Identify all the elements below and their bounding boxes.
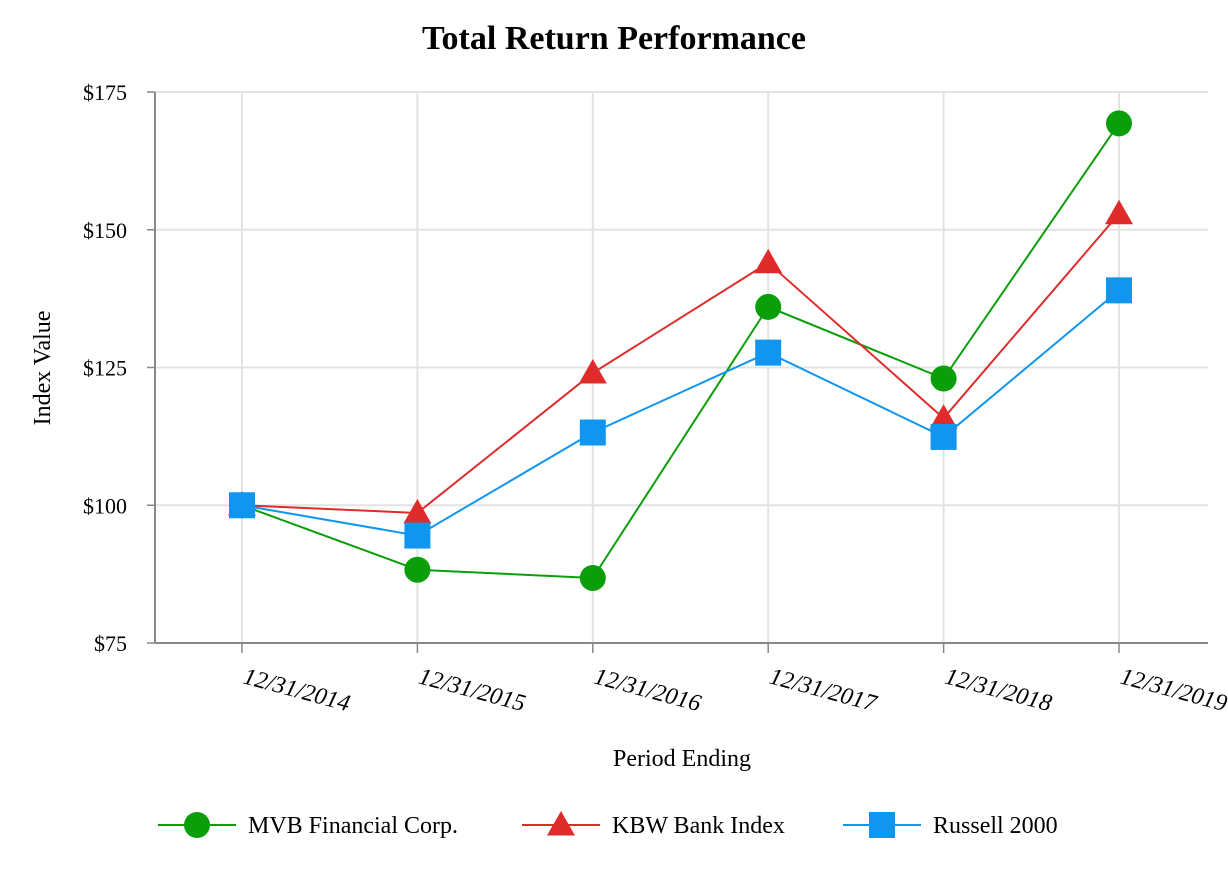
x-tick-label: 12/31/2017 [767,664,880,718]
x-tick-label: 12/31/2018 [942,664,1054,717]
data-point [930,365,957,392]
series-markers-triangle [228,199,1133,524]
gridlines [155,91,1208,643]
data-point [403,498,432,524]
data-point [404,522,431,549]
data-point [755,339,782,366]
legend-item: Russell 2000 [843,812,1058,839]
series-circle [241,122,1120,580]
series-markers-square [229,277,1132,549]
series-triangle [241,213,1120,514]
y-tick-label: $175 [83,80,127,105]
x-tick-label: 12/31/2019 [1117,664,1228,717]
data-point [930,423,957,450]
data-point [1106,277,1132,304]
legend-label: KBW Bank Index [612,813,785,839]
series-line [241,122,1120,580]
x-tick-label: 12/31/2014 [240,664,352,717]
y-tick-label: $125 [83,356,127,381]
x-tick-label: 12/31/2015 [416,664,528,717]
x-axis-ticks: 12/31/2014 12/31/2015 12/31/2016 12/31/2017… [240,643,1228,717]
legend-label: MVB Financial Corp. [248,813,458,839]
series-line [241,213,1120,514]
data-point [404,556,431,583]
data-point [229,492,255,519]
legend-item: KBW Bank Index [522,811,785,839]
x-tick-label: 12/31/2016 [591,664,703,717]
data-point [1105,199,1133,225]
series-layer [228,110,1133,591]
y-tick-label: $150 [83,218,127,243]
series-square [241,289,1120,537]
y-axis-title: Index Value [30,311,56,426]
data-point [579,419,606,446]
data-point [579,564,606,591]
series-line [241,289,1120,537]
data-point [929,404,958,429]
y-axis-ticks: $75 $100 $125 $150 $175 [83,80,155,656]
legend-item: MVB Financial Corp. [158,812,458,839]
data-point [754,248,783,274]
legend-marker [184,812,210,838]
data-point [578,359,607,384]
legend-label: Russell 2000 [933,813,1058,839]
legend-marker [869,812,895,838]
y-tick-label: $100 [83,493,127,518]
y-tick-label: $75 [94,631,127,656]
x-axis-title: Period Ending [613,746,751,772]
legend-marker [547,811,575,836]
series-markers-circle [229,110,1132,591]
data-point [755,293,782,320]
data-point [1106,110,1132,137]
legend: MVB Financial Corp. KBW Bank Index Russell… [158,811,1058,839]
chart-title: Total Return Performance [422,20,806,57]
